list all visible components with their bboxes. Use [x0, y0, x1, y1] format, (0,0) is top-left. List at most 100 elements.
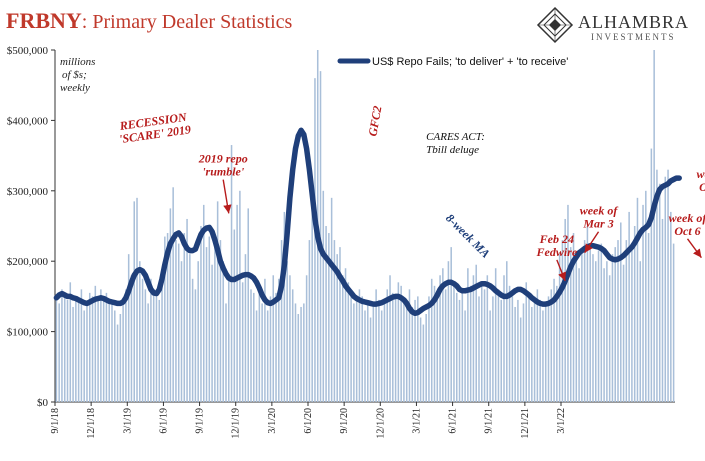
bar: [283, 211, 286, 402]
annotation-line: Mar 3: [582, 217, 613, 231]
bar: [244, 254, 247, 402]
annotation-arrow: [584, 231, 600, 254]
units-note: millions of $s; weekly: [60, 52, 99, 94]
annotation-text: GFC2: [365, 105, 384, 138]
bar: [567, 204, 569, 402]
bar: [61, 289, 63, 402]
annotation-text: Feb 24 Fedwire: [536, 232, 578, 259]
bar: [264, 278, 266, 402]
bar: [428, 296, 430, 402]
bar: [553, 278, 555, 402]
bar: [66, 299, 69, 402]
bar: [344, 268, 347, 402]
bar: [211, 264, 213, 402]
bar: [383, 303, 386, 402]
x-tick-label: 12/1/19: [231, 408, 242, 439]
bar: [239, 190, 241, 402]
series-line: [53, 127, 682, 317]
bar: [481, 282, 483, 402]
bar: [205, 247, 208, 402]
x-tick-label: 12/1/21: [520, 408, 531, 439]
bar: [91, 296, 94, 402]
bar: [230, 145, 233, 403]
y-tick-label: $200,000: [7, 256, 49, 268]
bar: [58, 303, 60, 402]
bar: [522, 303, 525, 402]
annotation-text: 2019 repo'rumble': [198, 152, 248, 179]
bar: [419, 317, 422, 402]
bar: [561, 240, 564, 402]
bar: [119, 314, 122, 402]
bar: [642, 204, 644, 402]
annotation-line: GFC2: [365, 105, 384, 138]
bar: [600, 243, 603, 402]
bar: [136, 197, 138, 402]
bar: [127, 254, 130, 402]
bar: [614, 247, 616, 402]
bar: [408, 289, 411, 402]
bar: [589, 243, 591, 402]
y-tick-label: $300,000: [7, 186, 49, 198]
bar: [372, 306, 375, 402]
line-series: [53, 127, 682, 317]
x-tick-label: 6/1/19: [158, 408, 169, 434]
annotation-line: CARES ACT:: [426, 131, 485, 143]
x-tick-label: 3/1/19: [122, 408, 133, 434]
bar: [88, 292, 91, 402]
bar: [183, 233, 186, 402]
bar: [400, 285, 402, 402]
bar: [628, 211, 630, 402]
bar: [622, 264, 625, 402]
bar: [311, 176, 313, 402]
bar: [139, 261, 141, 402]
bar: [233, 229, 236, 402]
bar: [569, 247, 572, 402]
bar: [255, 310, 258, 402]
x-tick-label: 6/1/21: [448, 408, 459, 434]
annotation-recession: RECESSION'SCARE' 2019: [118, 110, 192, 147]
bar: [472, 275, 475, 402]
bar: [575, 261, 578, 402]
bar: [350, 296, 352, 402]
bar: [130, 275, 133, 402]
bar: [583, 240, 586, 402]
bar: [386, 289, 389, 402]
bar: [558, 254, 561, 402]
bar: [80, 289, 83, 402]
annotation-line: week of: [669, 211, 705, 225]
bar: [369, 317, 372, 402]
bar: [258, 292, 261, 402]
bar: [247, 208, 249, 402]
bar: [564, 218, 566, 402]
bar: [597, 250, 600, 402]
bar: [636, 197, 639, 402]
bar: [405, 299, 408, 402]
bar: [656, 169, 658, 402]
bar: [475, 264, 477, 402]
bar: [97, 299, 99, 402]
bar: [266, 310, 269, 402]
bar: [494, 268, 497, 402]
bar: [191, 278, 194, 402]
logo-name: ALHAMBRA: [578, 12, 689, 32]
bar: [489, 310, 491, 402]
bar: [297, 314, 300, 402]
y-tick-label: $0: [37, 397, 49, 409]
bar: [241, 282, 244, 402]
annotation-text: CARES ACT: Tbill deluge: [426, 131, 485, 156]
bar: [164, 236, 166, 402]
bar: [355, 299, 358, 402]
bar: [236, 204, 238, 402]
bar: [464, 310, 466, 402]
bar: [102, 296, 105, 402]
bar: [72, 306, 74, 402]
bar: [450, 247, 452, 402]
bar: [517, 299, 519, 402]
bar: [272, 275, 275, 402]
bar: [186, 218, 188, 402]
bar: [539, 299, 541, 402]
bar: [500, 299, 502, 402]
bar: [155, 296, 158, 402]
bar: [442, 268, 444, 402]
bar: [650, 148, 653, 402]
